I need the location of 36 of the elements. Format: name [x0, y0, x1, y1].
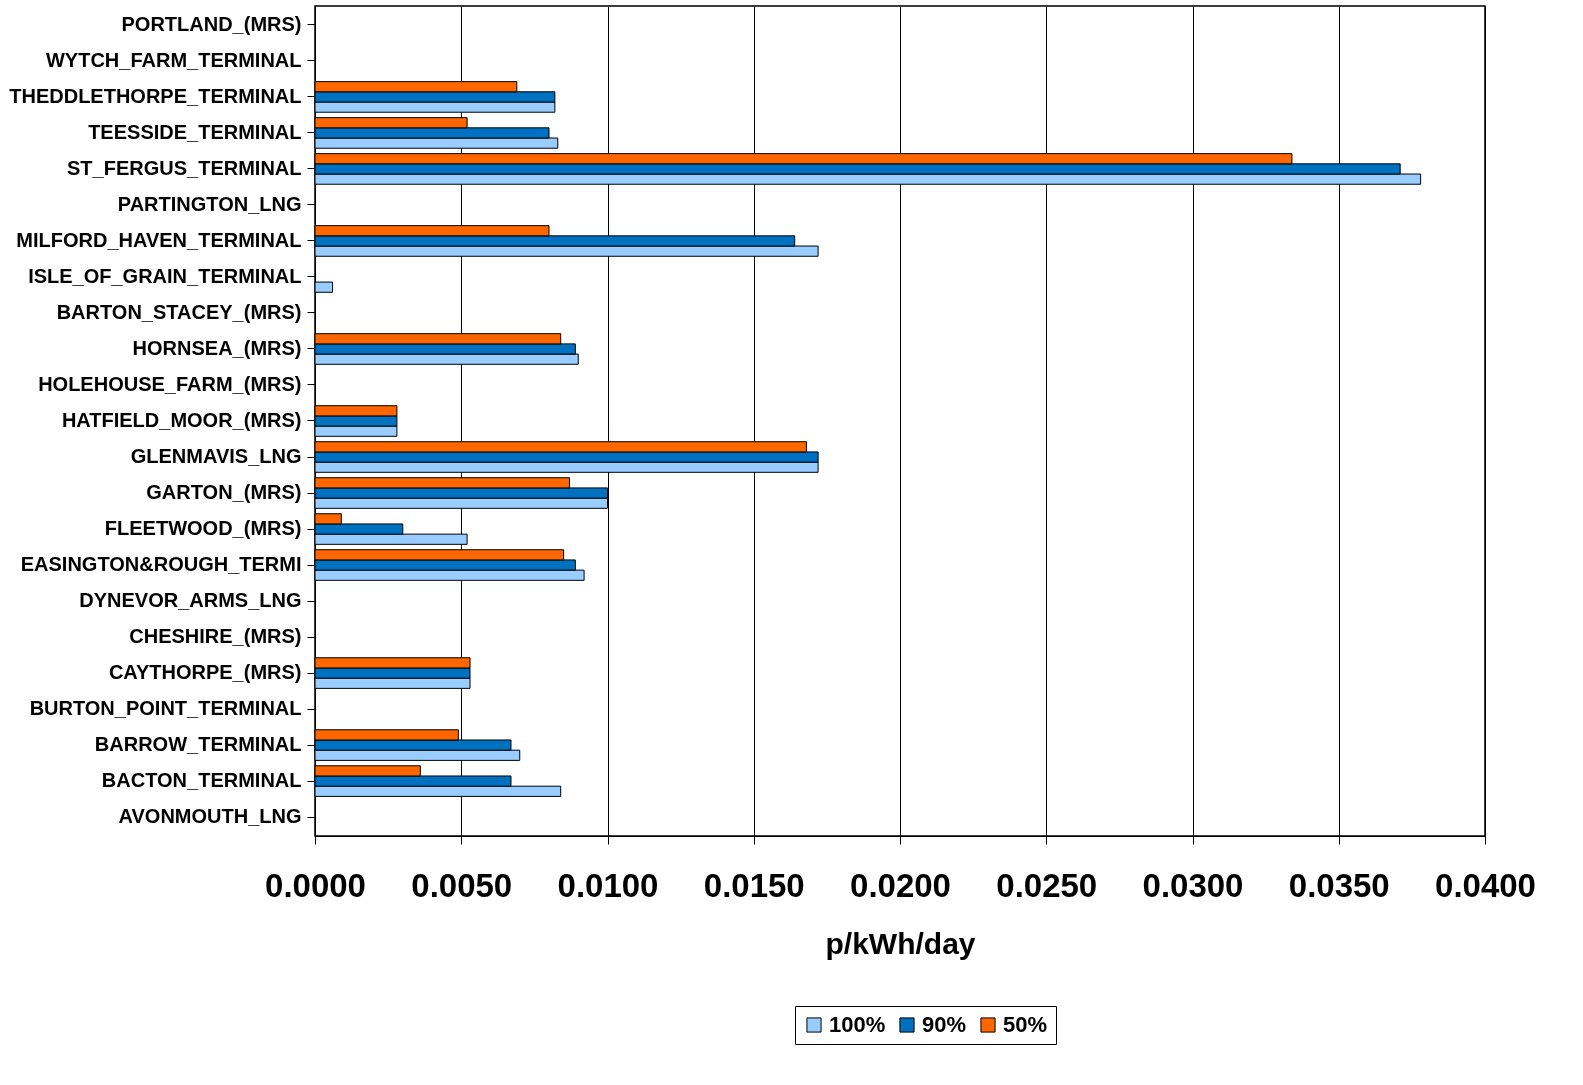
x-tick-label: 0.0100	[557, 866, 659, 904]
y-tick-label: ST_FERGUS_TERMINAL	[67, 156, 302, 179]
y-tick-label: PORTLAND_(MRS)	[121, 12, 302, 35]
y-tick-label: CAYTHORPE_(MRS)	[108, 661, 302, 684]
legend-label: 50%	[1003, 1012, 1048, 1037]
x-tick-label: 0.0200	[850, 866, 951, 904]
y-tick-label: HOLEHOUSE_FARM_(MRS)	[38, 372, 302, 395]
y-tick-label: ISLE_OF_GRAIN_TERMINAL	[28, 264, 302, 287]
y-tick-label: GLENMAVIS_LNG	[130, 445, 302, 468]
y-tick-label: BARTON_STACEY_(MRS)	[56, 300, 302, 323]
y-tick-label: DYNEVOR_ARMS_LNG	[79, 589, 302, 612]
x-tick-label: 0.0250	[996, 866, 1098, 904]
y-tick-label: THEDDLETHORPE_TERMINAL	[9, 84, 302, 107]
x-tick-label: 0.0050	[411, 866, 513, 904]
x-axis-title: p/kWh/day	[825, 926, 976, 960]
y-tick-label: FLEETWOOD_(MRS)	[104, 517, 302, 540]
y-tick-label: MILFORD_HAVEN_TERMINAL	[16, 228, 302, 251]
y-tick-label: HATFIELD_MOOR_(MRS)	[61, 409, 302, 431]
legend-label: 100%	[829, 1012, 886, 1037]
y-tick-label: TEESSIDE_TERMINAL	[88, 120, 302, 143]
y-tick-label: GARTON_(MRS)	[146, 481, 302, 504]
y-tick-label: WYTCH_FARM_TERMINAL	[45, 48, 302, 71]
legend-label: 90%	[922, 1012, 967, 1037]
y-tick-label: HORNSEA_(MRS)	[132, 336, 302, 359]
x-tick-label: 0.0400	[1435, 866, 1536, 904]
y-tick-label: PARTINGTON_LNG	[117, 192, 302, 215]
y-tick-label: BACTON_TERMINAL	[101, 769, 302, 792]
x-tick-label: 0.0350	[1288, 866, 1390, 904]
x-tick-label: 0.0150	[703, 866, 805, 904]
x-tick-label: 0.0000	[265, 866, 366, 904]
y-tick-label: CHESHIRE_(MRS)	[129, 625, 302, 648]
y-tick-label: BURTON_POINT_TERMINAL	[29, 697, 302, 720]
y-tick-label: EASINGTON&ROUGH_TERMI	[20, 553, 302, 576]
y-tick-label: AVONMOUTH_LNG	[118, 805, 302, 828]
y-tick-label: BARROW_TERMINAL	[94, 733, 302, 756]
x-tick-label: 0.0300	[1142, 866, 1244, 904]
